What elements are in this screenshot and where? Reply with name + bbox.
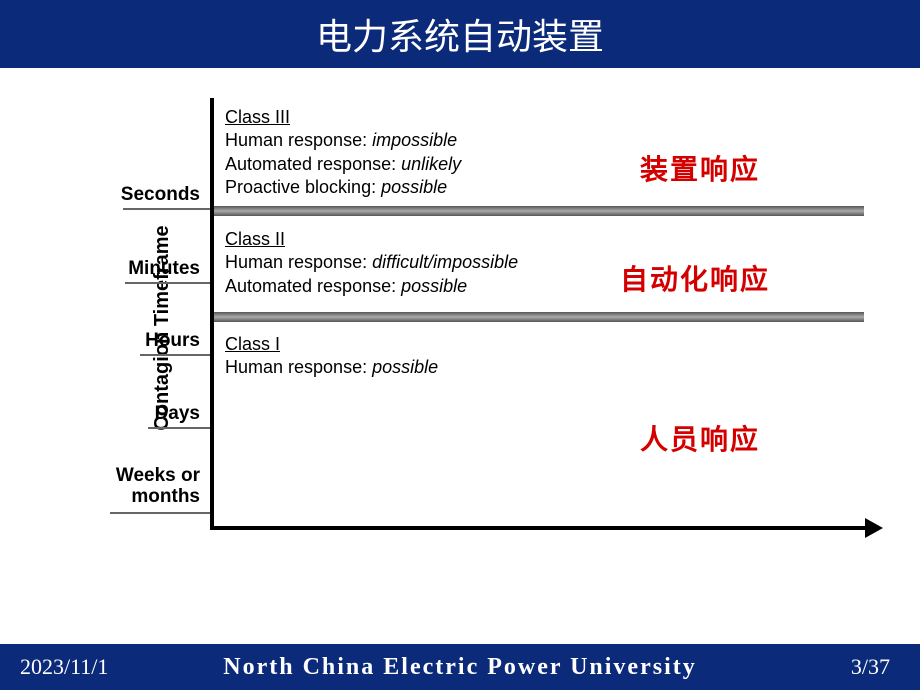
annotation-device: 装置响应 [640,148,760,188]
x-axis [210,526,870,530]
tick-line [125,282,210,284]
x-axis-arrow [865,518,883,538]
class-3-line3-prefix: Proactive blocking: [225,177,381,197]
class-3-block: Class III Human response: impossible Aut… [225,106,461,200]
tick-seconds: Seconds [121,184,200,206]
class-2-line1-prefix: Human response: [225,252,372,272]
tick-days: Days [155,403,200,425]
class-3-title: Class III [225,107,290,127]
footer-bar: 2023/11/1 North China Electric Power Uni… [0,644,920,690]
page-title: 电力系统自动装置 [316,8,604,60]
header-bar: 电力系统自动装置 [0,0,920,68]
divider-bar [214,312,864,322]
tick-weeks: Weeks ormonths [116,466,200,508]
y-axis-label: Contagion Timeframe [151,225,174,430]
class-3-line3-italic: possible [381,177,447,197]
divider-bar [214,206,864,216]
footer-university: North China Electric Power University [0,654,920,681]
footer-page: 3/37 [851,654,890,680]
class-2-line1-italic: difficult/impossible [372,252,518,272]
annotation-personnel: 人员响应 [640,418,760,458]
class-3-line1-prefix: Human response: [225,130,372,150]
tick-line [148,427,210,429]
class-3-line1-italic: impossible [372,130,457,150]
class-1-line1-italic: possible [372,357,438,377]
content-area: Contagion Timeframe Seconds Minutes Hour… [0,68,920,644]
class-2-line2-italic: possible [401,276,467,296]
tick-line [123,208,210,210]
class-1-title: Class I [225,334,280,354]
class-1-block: Class I Human response: possible [225,333,438,380]
tick-minutes: Minutes [128,258,200,280]
class-2-block: Class II Human response: difficult/impos… [225,228,518,298]
class-3-line2-prefix: Automated response: [225,154,401,174]
tick-hours: Hours [145,330,200,352]
class-2-title: Class II [225,229,285,249]
tick-line [110,512,210,514]
annotation-automation: 自动化响应 [620,258,770,298]
class-3-line2-italic: unlikely [401,154,461,174]
tick-line [140,354,210,356]
class-2-line2-prefix: Automated response: [225,276,401,296]
class-1-line1-prefix: Human response: [225,357,372,377]
timeframe-diagram: Contagion Timeframe Seconds Minutes Hour… [70,98,850,558]
